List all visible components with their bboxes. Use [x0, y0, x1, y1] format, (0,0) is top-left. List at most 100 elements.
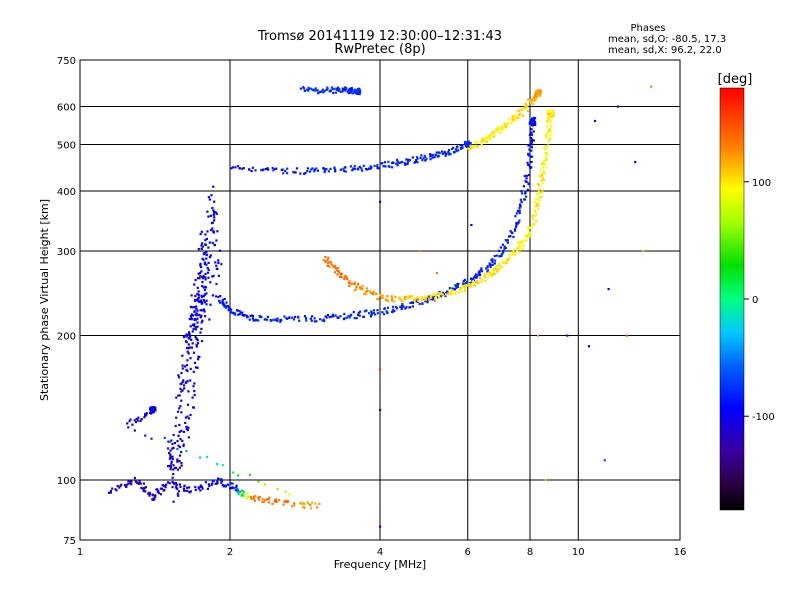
data-point [488, 134, 491, 137]
data-point [520, 108, 523, 111]
data-point [492, 271, 495, 274]
data-point [240, 489, 243, 492]
data-point [529, 98, 532, 102]
data-point [356, 88, 360, 91]
data-point [349, 282, 352, 285]
y-tick-label: 100 [57, 476, 76, 487]
data-point [284, 169, 287, 173]
data-point [472, 144, 475, 147]
data-point [216, 230, 219, 233]
data-point [193, 382, 196, 385]
data-point [546, 152, 549, 155]
data-point [546, 119, 549, 122]
data-point [194, 279, 197, 282]
data-point [461, 146, 464, 149]
data-point [227, 306, 230, 309]
data-point [424, 300, 427, 303]
data-point [178, 407, 181, 410]
data-point [154, 495, 157, 498]
data-point [177, 394, 180, 397]
data-point [215, 295, 218, 298]
data-point [189, 305, 192, 308]
data-point [178, 483, 181, 486]
data-point [163, 484, 166, 488]
data-point [145, 414, 148, 417]
data-point [178, 394, 181, 397]
data-point [204, 239, 207, 242]
data-point [328, 261, 331, 264]
phase-x-stats: mean, sd,X: 96.2, 22.0 [608, 45, 722, 56]
data-point [359, 287, 362, 290]
data-point [171, 486, 174, 489]
data-point [144, 414, 147, 417]
data-point [452, 146, 455, 149]
data-point [650, 85, 653, 88]
data-point [379, 294, 382, 297]
data-point [325, 168, 328, 171]
data-point [214, 211, 217, 214]
data-point [316, 169, 319, 172]
x-tick-label: 10 [572, 547, 585, 558]
data-point [169, 449, 172, 452]
data-point [195, 312, 198, 315]
data-point [460, 147, 463, 150]
data-point [280, 319, 283, 322]
data-point [188, 346, 191, 350]
data-point [546, 154, 549, 157]
data-point [184, 416, 187, 419]
data-point [351, 282, 354, 286]
data-point [139, 482, 142, 485]
data-point [475, 275, 478, 278]
data-point [193, 323, 196, 326]
data-point [430, 154, 433, 157]
colorbar-label: [deg] [718, 72, 753, 87]
data-point [308, 170, 312, 173]
data-point [348, 87, 352, 90]
data-point [324, 255, 327, 259]
data-point [194, 328, 197, 331]
data-point [187, 417, 191, 420]
data-point [457, 149, 460, 152]
data-point [235, 486, 238, 489]
data-point [194, 488, 197, 491]
data-point [288, 316, 291, 319]
data-point [344, 89, 347, 92]
data-point [342, 88, 345, 91]
data-point [484, 140, 487, 144]
data-point [547, 117, 550, 120]
data-point [207, 483, 210, 486]
data-point [544, 479, 547, 482]
data-point [251, 166, 254, 169]
data-point [205, 257, 208, 260]
data-point [522, 244, 525, 248]
data-point [213, 211, 216, 214]
data-point [480, 280, 483, 283]
data-point [225, 301, 228, 304]
data-point [497, 127, 500, 130]
data-point [434, 298, 437, 301]
data-point [526, 105, 529, 108]
data-point [191, 323, 194, 326]
data-point [334, 170, 337, 173]
data-point [221, 298, 224, 301]
data-point [286, 172, 289, 175]
data-point [379, 525, 382, 528]
data-point [528, 148, 531, 151]
data-point [346, 91, 349, 94]
data-point [303, 89, 306, 92]
data-point [475, 144, 478, 147]
data-point [424, 159, 427, 162]
data-point [518, 212, 521, 215]
data-point [533, 201, 536, 204]
data-point [371, 293, 374, 296]
data-point [196, 298, 199, 302]
data-point [299, 172, 302, 175]
data-point [534, 120, 537, 123]
data-point [321, 319, 324, 322]
data-point [267, 168, 270, 171]
data-point [547, 130, 550, 134]
data-point [217, 261, 220, 264]
data-point [453, 292, 457, 295]
data-point [404, 296, 407, 299]
data-point [202, 286, 205, 289]
